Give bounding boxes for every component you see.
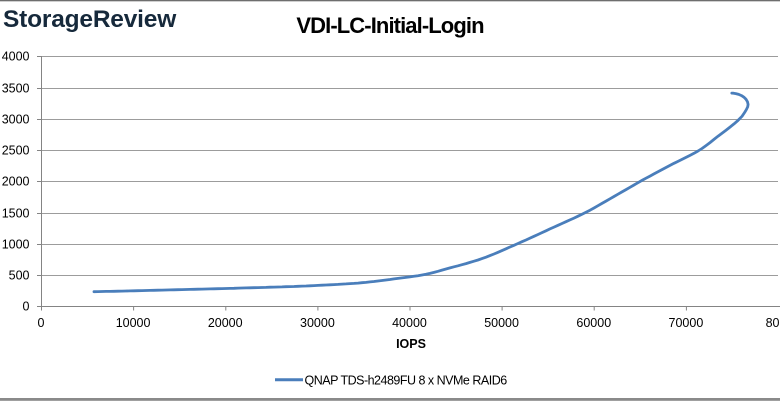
- svg-text:1000: 1000: [2, 238, 30, 252]
- svg-text:3500: 3500: [2, 82, 30, 96]
- svg-text:0: 0: [23, 300, 30, 314]
- svg-text:1500: 1500: [2, 207, 30, 221]
- svg-text:10000: 10000: [116, 316, 151, 330]
- svg-text:IOPS: IOPS: [396, 337, 426, 351]
- svg-text:4000: 4000: [2, 50, 30, 64]
- svg-text:0: 0: [38, 316, 45, 330]
- svg-text:50000: 50000: [484, 316, 519, 330]
- svg-text:20000: 20000: [208, 316, 243, 330]
- svg-text:40000: 40000: [392, 316, 427, 330]
- svg-text:2500: 2500: [2, 144, 30, 158]
- svg-text:500: 500: [9, 269, 30, 283]
- svg-text:70000: 70000: [669, 316, 704, 330]
- svg-text:2000: 2000: [2, 175, 30, 189]
- svg-text:30000: 30000: [300, 316, 335, 330]
- svg-text:QNAP TDS-h2489FU 8 x NVMe RAID: QNAP TDS-h2489FU 8 x NVMe RAID6: [305, 373, 508, 387]
- svg-text:80000: 80000: [766, 316, 780, 330]
- svg-text:3000: 3000: [2, 113, 30, 127]
- svg-text:60000: 60000: [576, 316, 611, 330]
